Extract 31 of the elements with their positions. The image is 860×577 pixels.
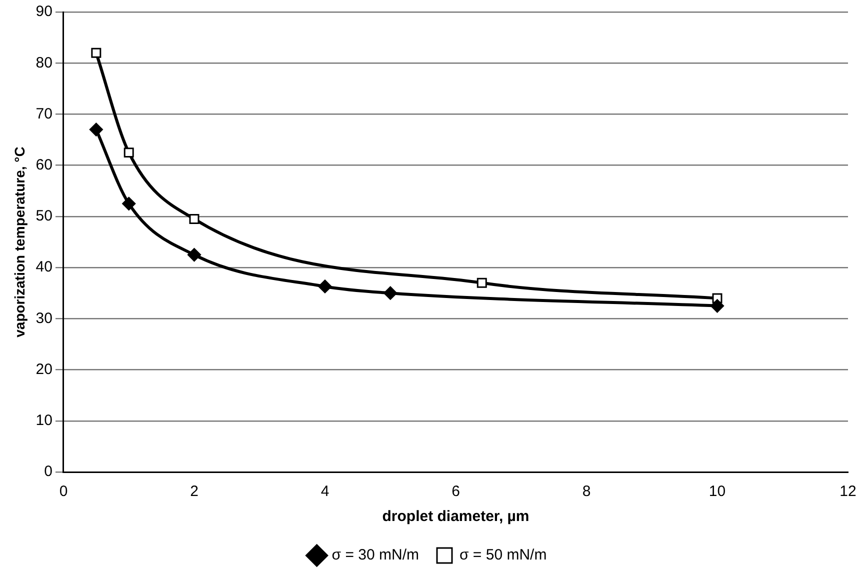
x-tick-label: 6 xyxy=(452,483,460,500)
y-tick-label: 90 xyxy=(36,3,52,20)
x-tick-label: 4 xyxy=(320,483,330,500)
point xyxy=(189,214,200,224)
point xyxy=(89,122,103,136)
point xyxy=(187,248,201,262)
y-tick-label: 20 xyxy=(36,360,52,378)
point xyxy=(122,196,136,210)
x-tick-label: 12 xyxy=(840,483,856,500)
y-tick-label: 50 xyxy=(36,208,52,225)
legend-label: σ = 50 mN/m xyxy=(460,546,547,564)
point xyxy=(91,48,102,58)
point xyxy=(384,286,398,300)
x-tick-label: 10 xyxy=(708,483,726,500)
y-axis-title: vaporization temperature, °C xyxy=(11,146,28,338)
x-axis-title: droplet diameter, µm xyxy=(382,508,530,526)
y-tick-label: 10 xyxy=(36,412,52,430)
point xyxy=(710,299,724,313)
y-tick-label: 0 xyxy=(44,463,52,480)
y-tick-label: 30 xyxy=(36,310,52,327)
y-tick-label: 60 xyxy=(36,156,52,174)
x-tick-label: 0 xyxy=(59,483,68,500)
x-tick-label: 2 xyxy=(190,483,198,500)
y-tick-label: 70 xyxy=(36,105,52,122)
point xyxy=(318,280,332,294)
y-tick-label: 80 xyxy=(36,54,52,72)
point xyxy=(476,278,487,288)
point xyxy=(124,148,134,158)
legend-label: σ = 30 mN/m xyxy=(332,546,420,564)
y-tick-label: 40 xyxy=(36,258,52,276)
x-tick-label: 8 xyxy=(582,483,591,500)
